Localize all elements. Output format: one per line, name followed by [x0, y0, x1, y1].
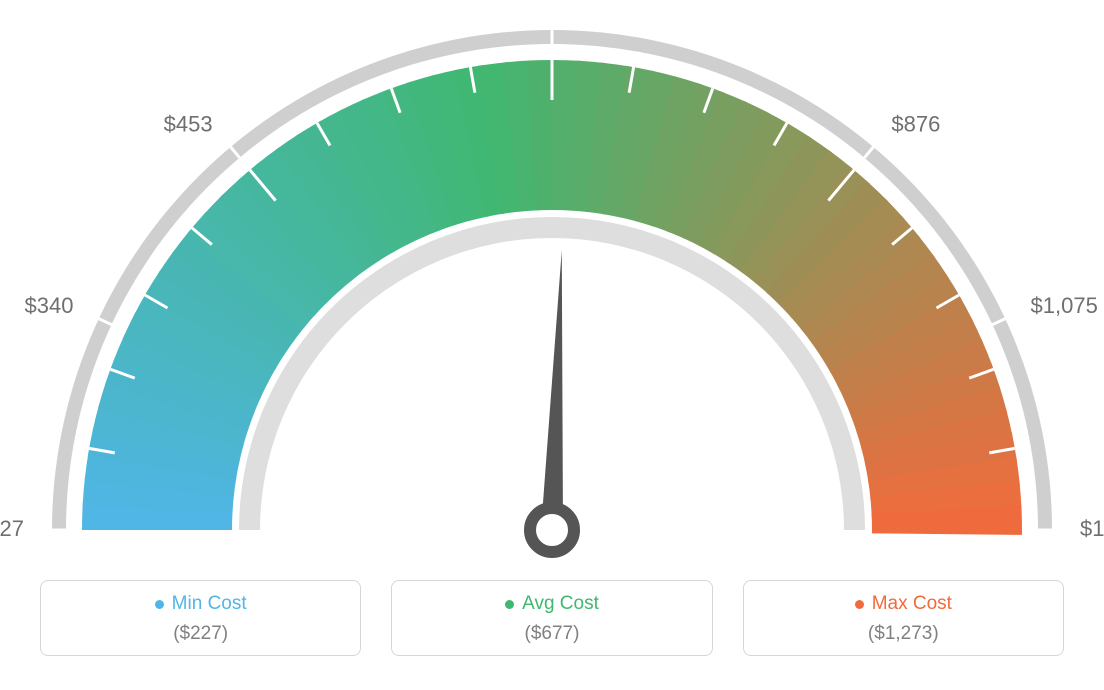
legend-dot-icon [155, 600, 164, 609]
legend-row: Min Cost ($227) Avg Cost ($677) Max Cost ($1,… [0, 580, 1104, 656]
tick-label: $227 [0, 516, 24, 541]
legend-label: Max Cost [855, 593, 952, 615]
legend-value: ($1,273) [754, 623, 1053, 645]
tick-label: $340 [25, 293, 74, 318]
legend-value: ($227) [51, 623, 350, 645]
gauge-area: $227 $340 $453 $677 $876 $1,075 $1,273 [0, 0, 1104, 570]
legend-label-text: Avg Cost [522, 593, 599, 615]
legend-dot-icon [855, 600, 864, 609]
legend-dot-icon [505, 600, 514, 609]
tick-label: $1,075 [1031, 293, 1098, 318]
tick-label: $1,273 [1080, 516, 1104, 541]
legend-label: Min Cost [155, 593, 247, 615]
needle-hub [530, 508, 574, 552]
legend-box-min: Min Cost ($227) [40, 580, 361, 656]
legend-label-text: Min Cost [172, 593, 247, 615]
legend-label: Avg Cost [505, 593, 599, 615]
tick-label: $876 [891, 112, 940, 137]
legend-box-avg: Avg Cost ($677) [391, 580, 712, 656]
legend-value: ($677) [402, 623, 701, 645]
gauge-chart-container: $227 $340 $453 $677 $876 $1,075 $1,273 Min Cos… [0, 0, 1104, 690]
legend-label-text: Max Cost [872, 593, 952, 615]
gauge-needle [541, 250, 563, 530]
gauge-svg: $227 $340 $453 $677 $876 $1,075 $1,273 [0, 0, 1104, 570]
legend-box-max: Max Cost ($1,273) [743, 580, 1064, 656]
tick-label: $677 [528, 0, 577, 3]
tick-label: $453 [164, 112, 213, 137]
